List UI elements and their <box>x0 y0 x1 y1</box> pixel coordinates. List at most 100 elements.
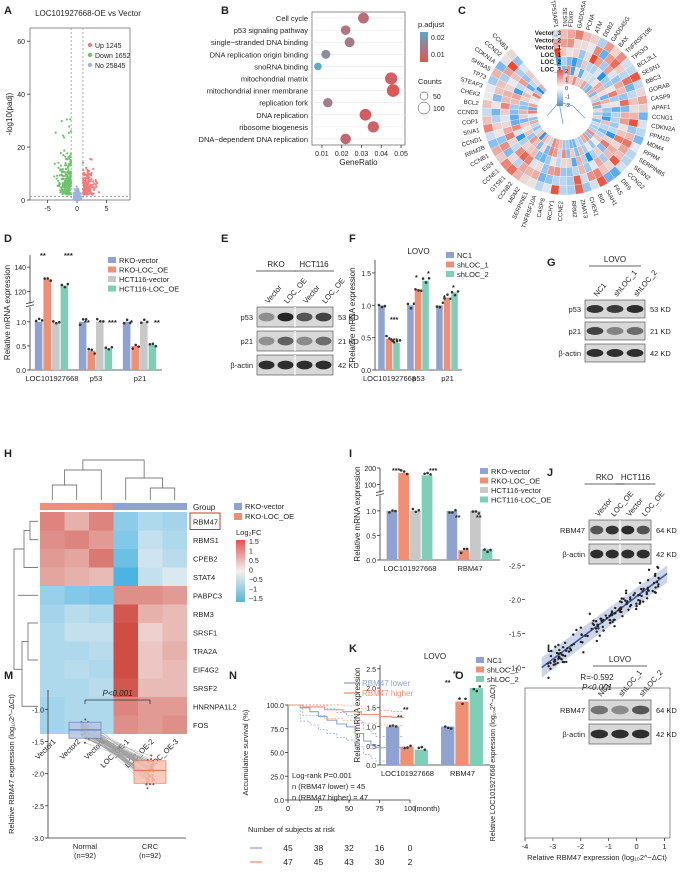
d-significance: ** <box>154 318 160 327</box>
f-legend-label: NC1 <box>457 251 472 260</box>
o-point <box>557 652 560 655</box>
h-legend-swatch <box>234 503 242 510</box>
circ-heatmap-cell <box>500 114 511 123</box>
o-point <box>641 590 644 593</box>
volcano-point-up <box>95 185 98 188</box>
volcano-point-up <box>86 177 90 180</box>
go-term-label: replication fork <box>259 99 308 108</box>
i-significance: ** <box>455 515 461 522</box>
f-significance: *** <box>390 317 398 324</box>
volcano-point-up <box>82 191 85 194</box>
h-heatmap-cell <box>64 678 89 697</box>
volcano-point-down <box>66 189 69 192</box>
o-point <box>637 598 640 602</box>
bar-point-K <box>449 727 453 730</box>
volcano-ytick-label: 40 <box>17 92 25 99</box>
o-point <box>620 597 623 600</box>
f-legend-swatch <box>446 252 454 258</box>
bar-xlabel-K: LOC101927668 <box>381 769 434 778</box>
volcano-point-down <box>55 177 58 180</box>
circ-row-label: Vector_2 <box>535 37 562 44</box>
volcano-point-down <box>62 192 65 195</box>
o-ylabel: Relative LOC101927668 expression (log₁₀2… <box>490 685 497 842</box>
bar-point-I <box>462 547 466 551</box>
volcano-ylabel: -log10(padj) <box>5 92 14 135</box>
bar-point-D <box>137 345 141 348</box>
o-point <box>646 578 650 582</box>
o-point <box>608 621 612 625</box>
bar-F <box>422 280 429 370</box>
bar-point-K <box>446 726 450 730</box>
blot-group-J: RKO <box>596 473 613 482</box>
bar-point-F <box>377 303 381 307</box>
blot-band-L <box>611 705 629 715</box>
n-xtick-label: 25 <box>314 804 322 813</box>
o-point <box>561 654 565 657</box>
f-significance: * <box>427 271 430 278</box>
o-point <box>647 568 651 572</box>
go-term-label: DNA replication <box>256 111 308 120</box>
h-legend-swatch <box>234 513 242 520</box>
o-point <box>557 643 560 647</box>
bar-ytick-label-I: 0.0 <box>366 558 376 565</box>
o-point <box>633 592 636 595</box>
bar-D <box>34 321 43 370</box>
blot-band-J <box>636 549 650 559</box>
o-point <box>581 641 584 644</box>
bar-point-F <box>441 301 445 305</box>
o-point <box>580 633 583 636</box>
volcano-point-down <box>61 134 65 137</box>
volcano-point-ns <box>75 194 78 198</box>
o-point <box>558 648 561 652</box>
h-heatmap-cell <box>162 586 187 605</box>
volcano-point-up <box>84 181 88 184</box>
volcano-point-up <box>89 157 92 161</box>
d-significance: ** <box>84 318 90 327</box>
d-legend-label: RKO-LOC_OE <box>119 266 168 275</box>
volcano-point-up <box>87 175 90 178</box>
o-point <box>556 661 559 665</box>
blot-title-L: LOVO <box>609 655 631 664</box>
circ-row-label: LOC_3 <box>541 67 562 74</box>
volcano-point-up <box>89 180 92 183</box>
o-point <box>611 620 614 624</box>
blot-size-label-G: 21 KD <box>650 327 671 336</box>
bar-D <box>60 285 69 370</box>
o-point <box>554 645 557 648</box>
volcano-point-down <box>63 170 67 174</box>
f-legend-swatch <box>446 261 454 268</box>
bar-point-D <box>66 282 70 286</box>
o-point <box>600 619 603 622</box>
h-heatmap-cell <box>89 678 114 697</box>
bar-point-I <box>451 511 454 514</box>
bar-ytick-label-K: 1.0 <box>366 725 376 732</box>
volcano-point-ns <box>78 198 81 201</box>
bar-F <box>378 305 385 370</box>
h-row-label: STAT4 <box>193 573 215 582</box>
volcano-point-down <box>66 180 69 183</box>
blot-band-E <box>258 336 275 346</box>
d-significance: *** <box>64 251 73 260</box>
bar-point-D <box>128 321 132 325</box>
o-point <box>626 600 629 603</box>
o-point <box>621 614 624 618</box>
bar-point-I <box>405 472 409 476</box>
o-point <box>654 586 657 589</box>
o-point <box>595 639 599 643</box>
bar-point-D <box>90 348 94 352</box>
h-heatmap-cell <box>40 567 65 586</box>
panel-label-F: F <box>349 233 356 245</box>
i-legend-label: RKO-vector <box>491 467 531 476</box>
blot-band-E <box>277 312 294 322</box>
go-term-label: p53 signaling pathway <box>234 26 308 35</box>
volcano-point-down <box>62 184 65 187</box>
o-point <box>563 641 567 645</box>
volcano-point-down <box>60 191 63 194</box>
go-term-label: mitochondrial matrix <box>241 75 308 84</box>
bar-I <box>398 472 409 560</box>
bar-point-I <box>426 471 429 475</box>
volcano-point-down <box>64 155 67 158</box>
volcano-point-down <box>60 171 63 174</box>
volcano-ytick-label: 20 <box>17 145 25 152</box>
i-legend-label: HCT116-LOC_OE <box>491 496 551 505</box>
